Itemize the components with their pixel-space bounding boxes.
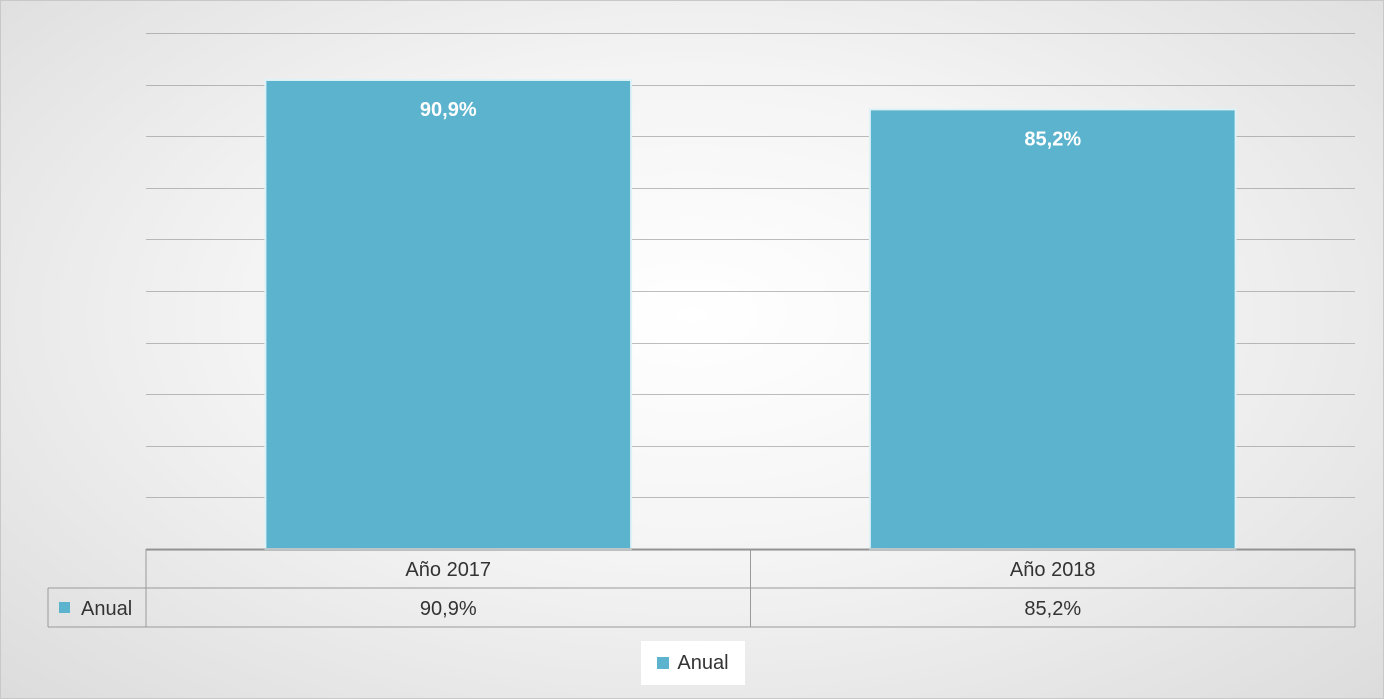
data-table: Año 2017 90,9% Año 2018 85,2% Anual [47, 548, 1356, 628]
table-value-cell: 85,2% [1024, 598, 1081, 620]
bar-data-label: 90,9% [420, 99, 477, 121]
bar-data-label: 85,2% [1024, 128, 1081, 150]
legend: Anual [641, 641, 745, 685]
x-tick-label: Año 2018 [1010, 559, 1096, 581]
legend-swatch [657, 657, 670, 669]
bar [264, 78, 633, 551]
legend-label: Anual [677, 651, 729, 674]
x-tick-label: Año 2017 [405, 559, 491, 581]
table-value-cell: 90,9% [420, 598, 477, 620]
bars: 90,9% 85,2% [264, 78, 1237, 551]
table-row-header: Anual [81, 598, 132, 620]
bar [868, 108, 1237, 550]
table-legend-key [59, 602, 70, 613]
